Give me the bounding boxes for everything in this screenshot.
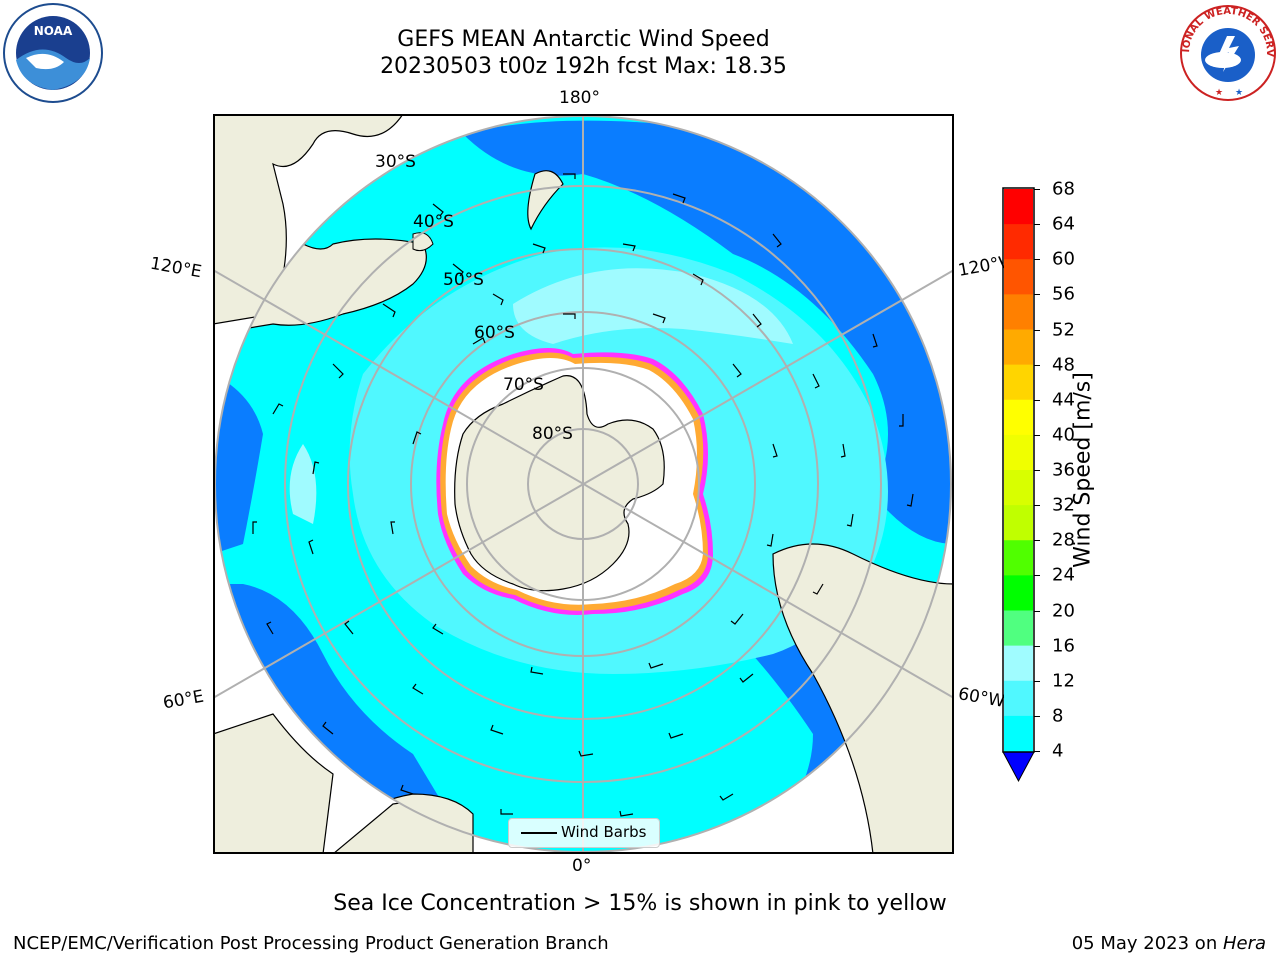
colorbar-label: Wind Speed [m/s] <box>1070 372 1096 568</box>
colorbar-cell <box>1004 364 1033 401</box>
lat-label-40s: 40°S <box>413 212 454 232</box>
lon-label-60e: 60°E <box>161 686 206 714</box>
svg-text:★: ★ <box>1235 88 1243 98</box>
colorbar-tick-mark <box>1034 224 1040 226</box>
footer-credit: NCEP/EMC/Verification Post Processing Pr… <box>13 933 609 954</box>
wind-barb-legend-icon <box>521 832 557 834</box>
colorbar-tick-mark <box>1034 294 1040 296</box>
colorbar-cell <box>1004 259 1033 295</box>
longitude-gridlines <box>213 114 954 854</box>
colorbar-cell <box>1004 399 1033 436</box>
colorbar-tick-label: 68 <box>1052 178 1075 200</box>
colorbar-tick-mark <box>1034 470 1040 471</box>
colorbar-cell <box>1004 329 1033 366</box>
colorbar-tick-mark <box>1034 680 1040 682</box>
lon-label-120e: 120°E <box>148 253 204 283</box>
colorbar-tick-label: 36 <box>1052 459 1075 481</box>
colorbar-cell <box>1004 575 1033 611</box>
colorbar-tick-label: 48 <box>1052 354 1075 376</box>
chart-title: GEFS MEAN Antarctic Wind Speed <box>397 27 770 52</box>
antarctica-land <box>454 375 665 592</box>
colorbar-tick-label: 56 <box>1052 283 1075 305</box>
svg-text:★: ★ <box>1215 88 1223 98</box>
colorbar-cell <box>1004 610 1033 647</box>
footer-date: 05 May 2023 on Hera <box>1072 933 1266 954</box>
colorbar-tick-label: 4 <box>1052 740 1064 762</box>
colorbar-cell <box>1004 224 1033 260</box>
colorbar-tick-mark <box>1034 364 1040 366</box>
colorbar-cell <box>1004 680 1033 717</box>
colorbar-cell <box>1004 434 1033 471</box>
colorbar-tick-label: 20 <box>1052 600 1075 621</box>
lat-label-80s: 80°S <box>532 424 573 444</box>
colorbar-tick-mark <box>1034 329 1040 331</box>
colorbar-cell <box>1004 715 1033 752</box>
colorbar-tick-label: 64 <box>1052 213 1075 235</box>
colorbar-tick-mark <box>1034 715 1040 717</box>
colorbar-tick-label: 8 <box>1052 705 1064 727</box>
colorbar-tick-label: 40 <box>1052 424 1075 446</box>
colorbar-tick-label: 16 <box>1052 635 1075 657</box>
colorbar-tick-label: 32 <box>1052 494 1075 516</box>
lat-label-70s: 70°S <box>503 375 544 395</box>
colorbar-tick-mark <box>1034 540 1040 542</box>
lon-label-180: 180° <box>559 88 600 108</box>
lon-label-60w: 60°W <box>956 684 1007 712</box>
national-weather-service-logo: NATIONAL WEATHER SERVICE ★ ★ <box>1177 2 1277 102</box>
colorbar-under-arrow <box>1002 751 1035 783</box>
colorbar-tick-label: 52 <box>1052 319 1075 340</box>
colorbar-tick-mark <box>1034 505 1040 507</box>
colorbar <box>1002 187 1035 783</box>
colorbar-tick-mark <box>1034 751 1040 752</box>
sea-ice-caption: Sea Ice Concentration > 15% is shown in … <box>333 891 947 916</box>
lat-label-60s: 60°S <box>474 323 515 343</box>
lon-label-0: 0° <box>572 856 592 876</box>
footer-host: Hera <box>1222 933 1266 954</box>
colorbar-cell <box>1004 645 1033 682</box>
map-panel <box>213 114 954 854</box>
colorbar-cell <box>1004 294 1033 330</box>
noaa-logo-text: NOAA <box>34 24 73 38</box>
new-zealand-land <box>527 170 564 231</box>
colorbar-tick-label: 44 <box>1052 389 1075 411</box>
colorbar-tick-mark <box>1034 645 1040 647</box>
noaa-logo: NOAA <box>3 3 103 103</box>
colorbar-tick-mark <box>1034 399 1040 401</box>
colorbar-tick-mark <box>1034 575 1040 577</box>
colorbar-cell <box>1004 189 1033 225</box>
footer-date-text: 05 May 2023 on <box>1071 933 1223 954</box>
colorbar-cell <box>1004 540 1033 576</box>
map-legend: Wind Barbs <box>508 818 660 848</box>
colorbar-cell <box>1004 505 1033 541</box>
colorbar-tick-mark <box>1034 610 1040 612</box>
colorbar-tick-mark <box>1034 189 1040 190</box>
colorbar-tick-label: 60 <box>1052 248 1075 270</box>
colorbar-tick-mark <box>1034 434 1040 436</box>
colorbar-cell <box>1004 470 1033 506</box>
chart-subtitle: 20230503 t00z 192h fcst Max: 18.35 <box>380 54 787 79</box>
wind-barbs <box>252 173 914 817</box>
colorbar-tick-mark <box>1034 259 1040 261</box>
lat-label-30s: 30°S <box>375 152 416 172</box>
map-frame <box>213 114 954 854</box>
colorbar-tick-label: 12 <box>1052 670 1075 692</box>
colorbar-tick-label: 24 <box>1052 564 1075 586</box>
legend-label: Wind Barbs <box>561 823 647 841</box>
lat-label-50s: 50°S <box>443 270 484 290</box>
colorbar-tick-label: 28 <box>1052 529 1075 551</box>
